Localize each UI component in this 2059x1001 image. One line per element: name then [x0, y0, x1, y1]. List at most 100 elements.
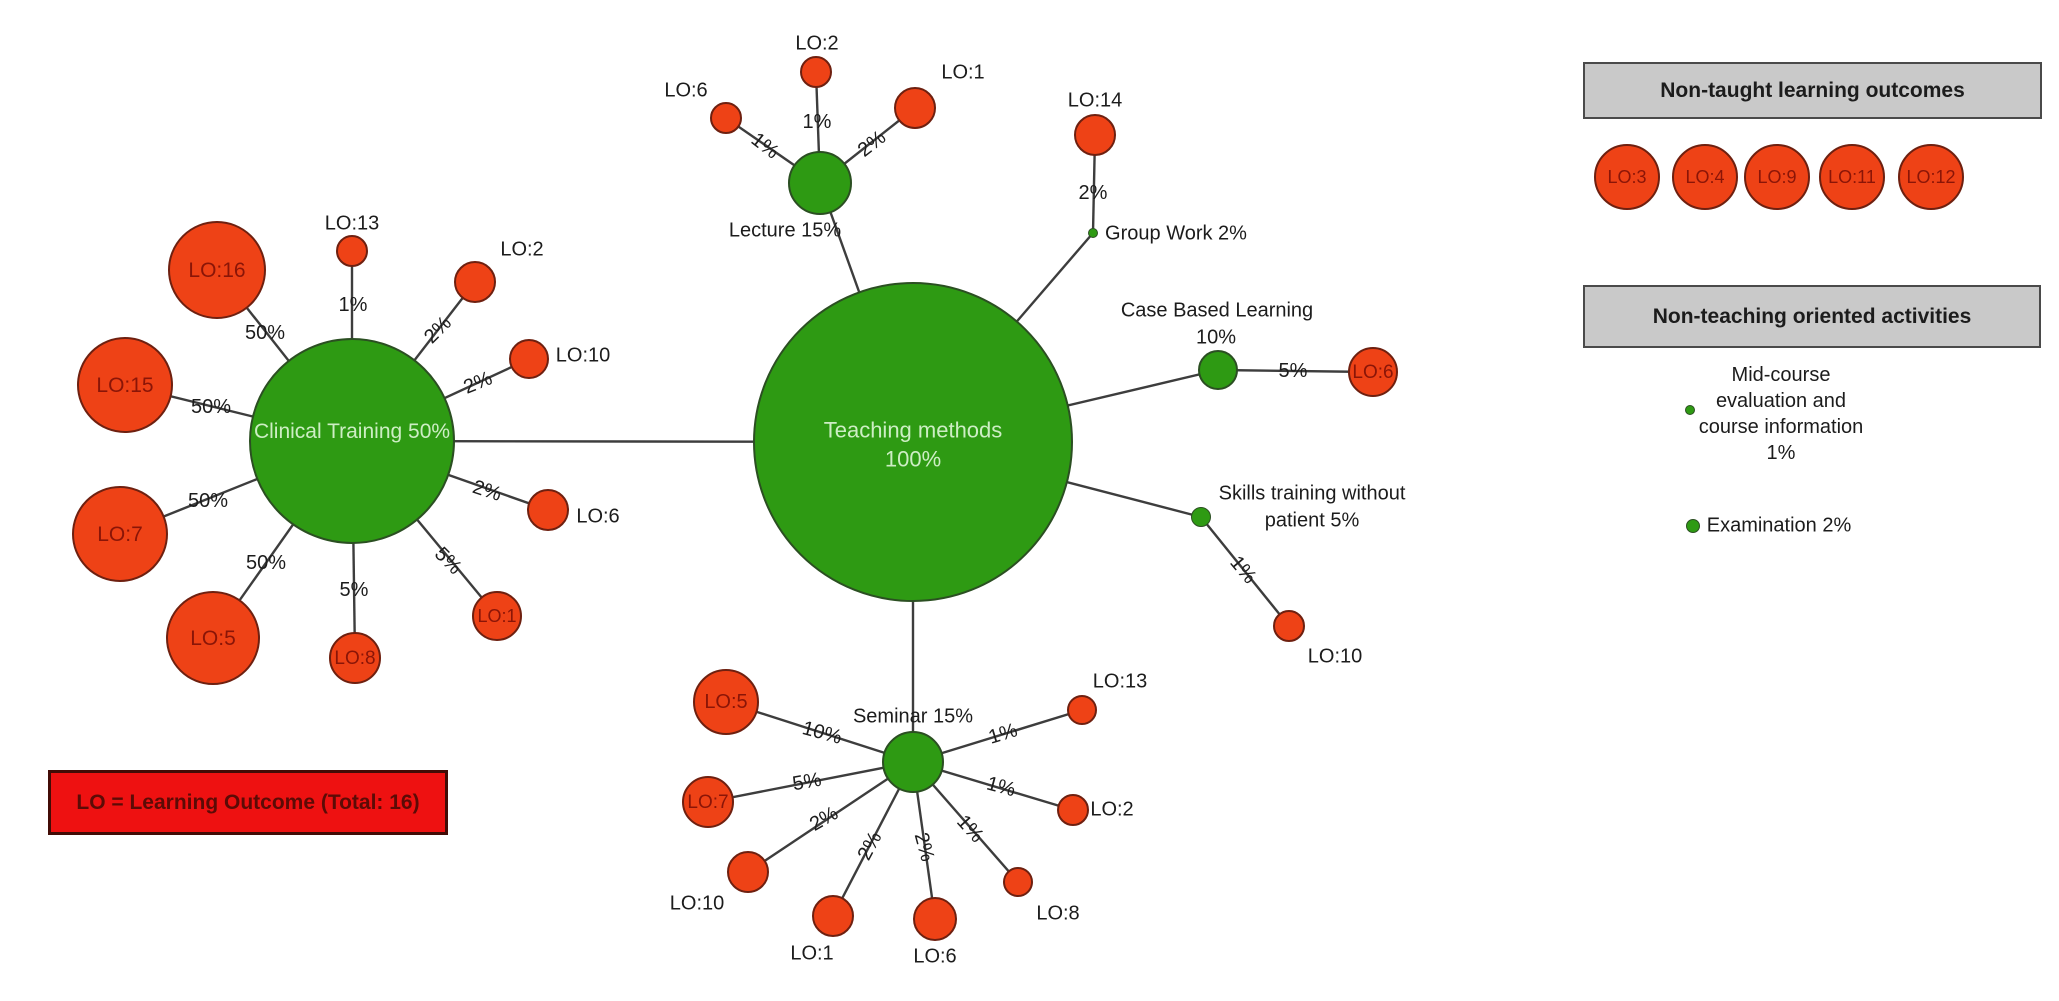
node-lo1-lecture — [894, 87, 936, 129]
node-skills-training — [1191, 507, 1211, 527]
activities-header-label: Non-teaching oriented activities — [1652, 304, 1972, 328]
node-label-lo1-clinical: LO:1 — [477, 606, 517, 626]
label-teaching-methods-title: Teaching methods — [823, 417, 1003, 443]
node-lo7-clinical: LO:7 — [72, 486, 168, 582]
label-lecture-title: Lecture 15% — [728, 219, 842, 242]
node-lo14-groupwork — [1074, 114, 1116, 156]
non-taught-header-box: Non-taught learning outcomes — [1583, 62, 2042, 119]
midcourse-line-3: course information — [1698, 416, 1864, 438]
node-label-lo4-nontaught: LO:4 — [1685, 167, 1725, 187]
pct-casebased-lo6: 5% — [1278, 360, 1308, 382]
pct-clinical-lo16: 50% — [244, 322, 286, 344]
node-lo13-clinical — [336, 235, 368, 267]
midcourse-evaluation-label: Mid-course evaluation and course informa… — [1668, 362, 1894, 466]
label-lbl-lo10-seminar: LO:10 — [669, 892, 725, 915]
pct-groupwork-lo14: 2% — [1078, 182, 1108, 204]
node-teaching-methods — [753, 282, 1073, 602]
pct-clinical-lo15: 50% — [190, 396, 232, 418]
label-lbl-lo1-seminar: LO:1 — [790, 942, 834, 965]
node-lo2-lecture — [800, 56, 832, 88]
label-lbl-lo2-clinical: LO:2 — [500, 238, 544, 261]
midcourse-line-2: evaluation and — [1715, 390, 1847, 412]
node-lo10-skills — [1273, 610, 1305, 642]
midcourse-line-4: 1% — [1766, 442, 1796, 464]
node-label-lo12-nontaught: LO:12 — [1906, 167, 1956, 187]
label-lbl-lo8-seminar: LO:8 — [1036, 902, 1080, 925]
node-lo12-nontaught: LO:12 — [1898, 144, 1964, 210]
label-lbl-lo10-skills: LO:10 — [1307, 645, 1363, 668]
node-label-lo7-seminar: LO:7 — [687, 791, 729, 813]
edge-skills-lo10 — [1200, 516, 1290, 627]
node-lo1-seminar — [812, 895, 854, 937]
examination-label: Examination 2% — [1706, 514, 1852, 537]
label-clinical-training-title: Clinical Training 50% — [253, 419, 451, 443]
node-lo4-nontaught: LO:4 — [1672, 144, 1738, 210]
pct-clinical-lo13: 1% — [338, 294, 368, 316]
node-lecture — [788, 151, 852, 215]
node-lo6-seminar — [913, 897, 957, 941]
node-seminar — [882, 731, 944, 793]
node-lo7-seminar: LO:7 — [682, 776, 734, 828]
label-lbl-lo13-seminar: LO:13 — [1092, 670, 1148, 693]
non-taught-header-label: Non-taught learning outcomes — [1660, 78, 1965, 102]
pct-clinical-lo8: 5% — [339, 579, 369, 601]
edge-seminar-lo10 — [747, 761, 914, 873]
label-lbl-lo13-clinical: LO:13 — [324, 212, 380, 235]
node-lo2-seminar — [1057, 794, 1089, 826]
node-case-based-learning — [1198, 350, 1238, 390]
node-lo13-seminar — [1067, 695, 1097, 725]
node-lo8-seminar — [1003, 867, 1033, 897]
node-label-lo7-clinical: LO:7 — [97, 522, 143, 546]
label-lbl-lo6-clinical: LO:6 — [576, 505, 620, 528]
label-seminar-title: Seminar 15% — [852, 705, 974, 728]
node-label-lo9-nontaught: LO:9 — [1757, 167, 1797, 187]
node-label-lo15-clinical: LO:15 — [96, 373, 154, 397]
activities-header-box: Non-teaching oriented activities — [1583, 285, 2041, 348]
node-label-lo11-nontaught: LO:11 — [1828, 167, 1876, 187]
label-case-based-title: Case Based Learning — [1120, 299, 1314, 322]
node-lo6-casebased: LO:6 — [1348, 347, 1398, 397]
legend-box: LO = Learning Outcome (Total: 16) — [48, 770, 448, 835]
label-lbl-lo1-lecture: LO:1 — [941, 61, 985, 84]
node-label-lo6-casebased: LO:6 — [1352, 361, 1394, 383]
pct-lecture-lo2: 1% — [802, 111, 832, 133]
label-lbl-lo6-seminar: LO:6 — [913, 945, 957, 968]
label-lbl-lo10-clinical: LO:10 — [555, 344, 611, 367]
node-lo8-clinical: LO:8 — [329, 632, 381, 684]
node-examination-dot — [1686, 519, 1700, 533]
label-group-work-title: Group Work 2% — [1105, 222, 1247, 245]
node-lo16-clinical: LO:16 — [168, 221, 266, 319]
node-lo11-nontaught: LO:11 — [1819, 144, 1885, 210]
label-teaching-methods-pct: 100% — [884, 446, 942, 472]
node-lo2-clinical — [454, 261, 496, 303]
node-lo6-clinical — [527, 489, 569, 531]
node-lo3-nontaught: LO:3 — [1594, 144, 1660, 210]
node-label-lo16-clinical: LO:16 — [188, 258, 246, 282]
node-lo5-clinical: LO:5 — [166, 591, 260, 685]
node-label-lo3-nontaught: LO:3 — [1607, 167, 1647, 187]
node-lo15-clinical: LO:15 — [77, 337, 173, 433]
node-clinical-training — [249, 338, 455, 544]
node-lo10-clinical — [509, 339, 549, 379]
label-lbl-lo2-seminar: LO:2 — [1090, 798, 1134, 821]
label-lbl-lo2-lecture: LO:2 — [795, 32, 839, 55]
label-lbl-lo14-groupwork: LO:14 — [1067, 89, 1123, 112]
node-midcourse-dot — [1685, 405, 1695, 415]
label-lbl-lo6-lecture: LO:6 — [664, 79, 708, 102]
node-lo10-seminar — [727, 851, 769, 893]
node-lo5-seminar: LO:5 — [693, 669, 759, 735]
pct-clinical-lo7: 50% — [187, 490, 229, 512]
node-lo1-clinical: LO:1 — [472, 591, 522, 641]
node-label-lo5-seminar: LO:5 — [704, 691, 748, 713]
midcourse-line-1: Mid-course — [1731, 364, 1831, 386]
node-lo9-nontaught: LO:9 — [1744, 144, 1810, 210]
edge-casebased-lo6 — [1217, 368, 1374, 374]
label-skills-title-line1: Skills training without — [1218, 482, 1406, 505]
label-skills-title-line2: patient 5% — [1264, 509, 1360, 532]
edge-seminar-lo7 — [707, 760, 914, 804]
pct-seminar-lo7: 5% — [790, 768, 824, 796]
node-label-lo8-clinical: LO:8 — [334, 647, 376, 669]
node-group-work — [1088, 228, 1098, 238]
node-label-lo5-clinical: LO:5 — [190, 626, 236, 650]
